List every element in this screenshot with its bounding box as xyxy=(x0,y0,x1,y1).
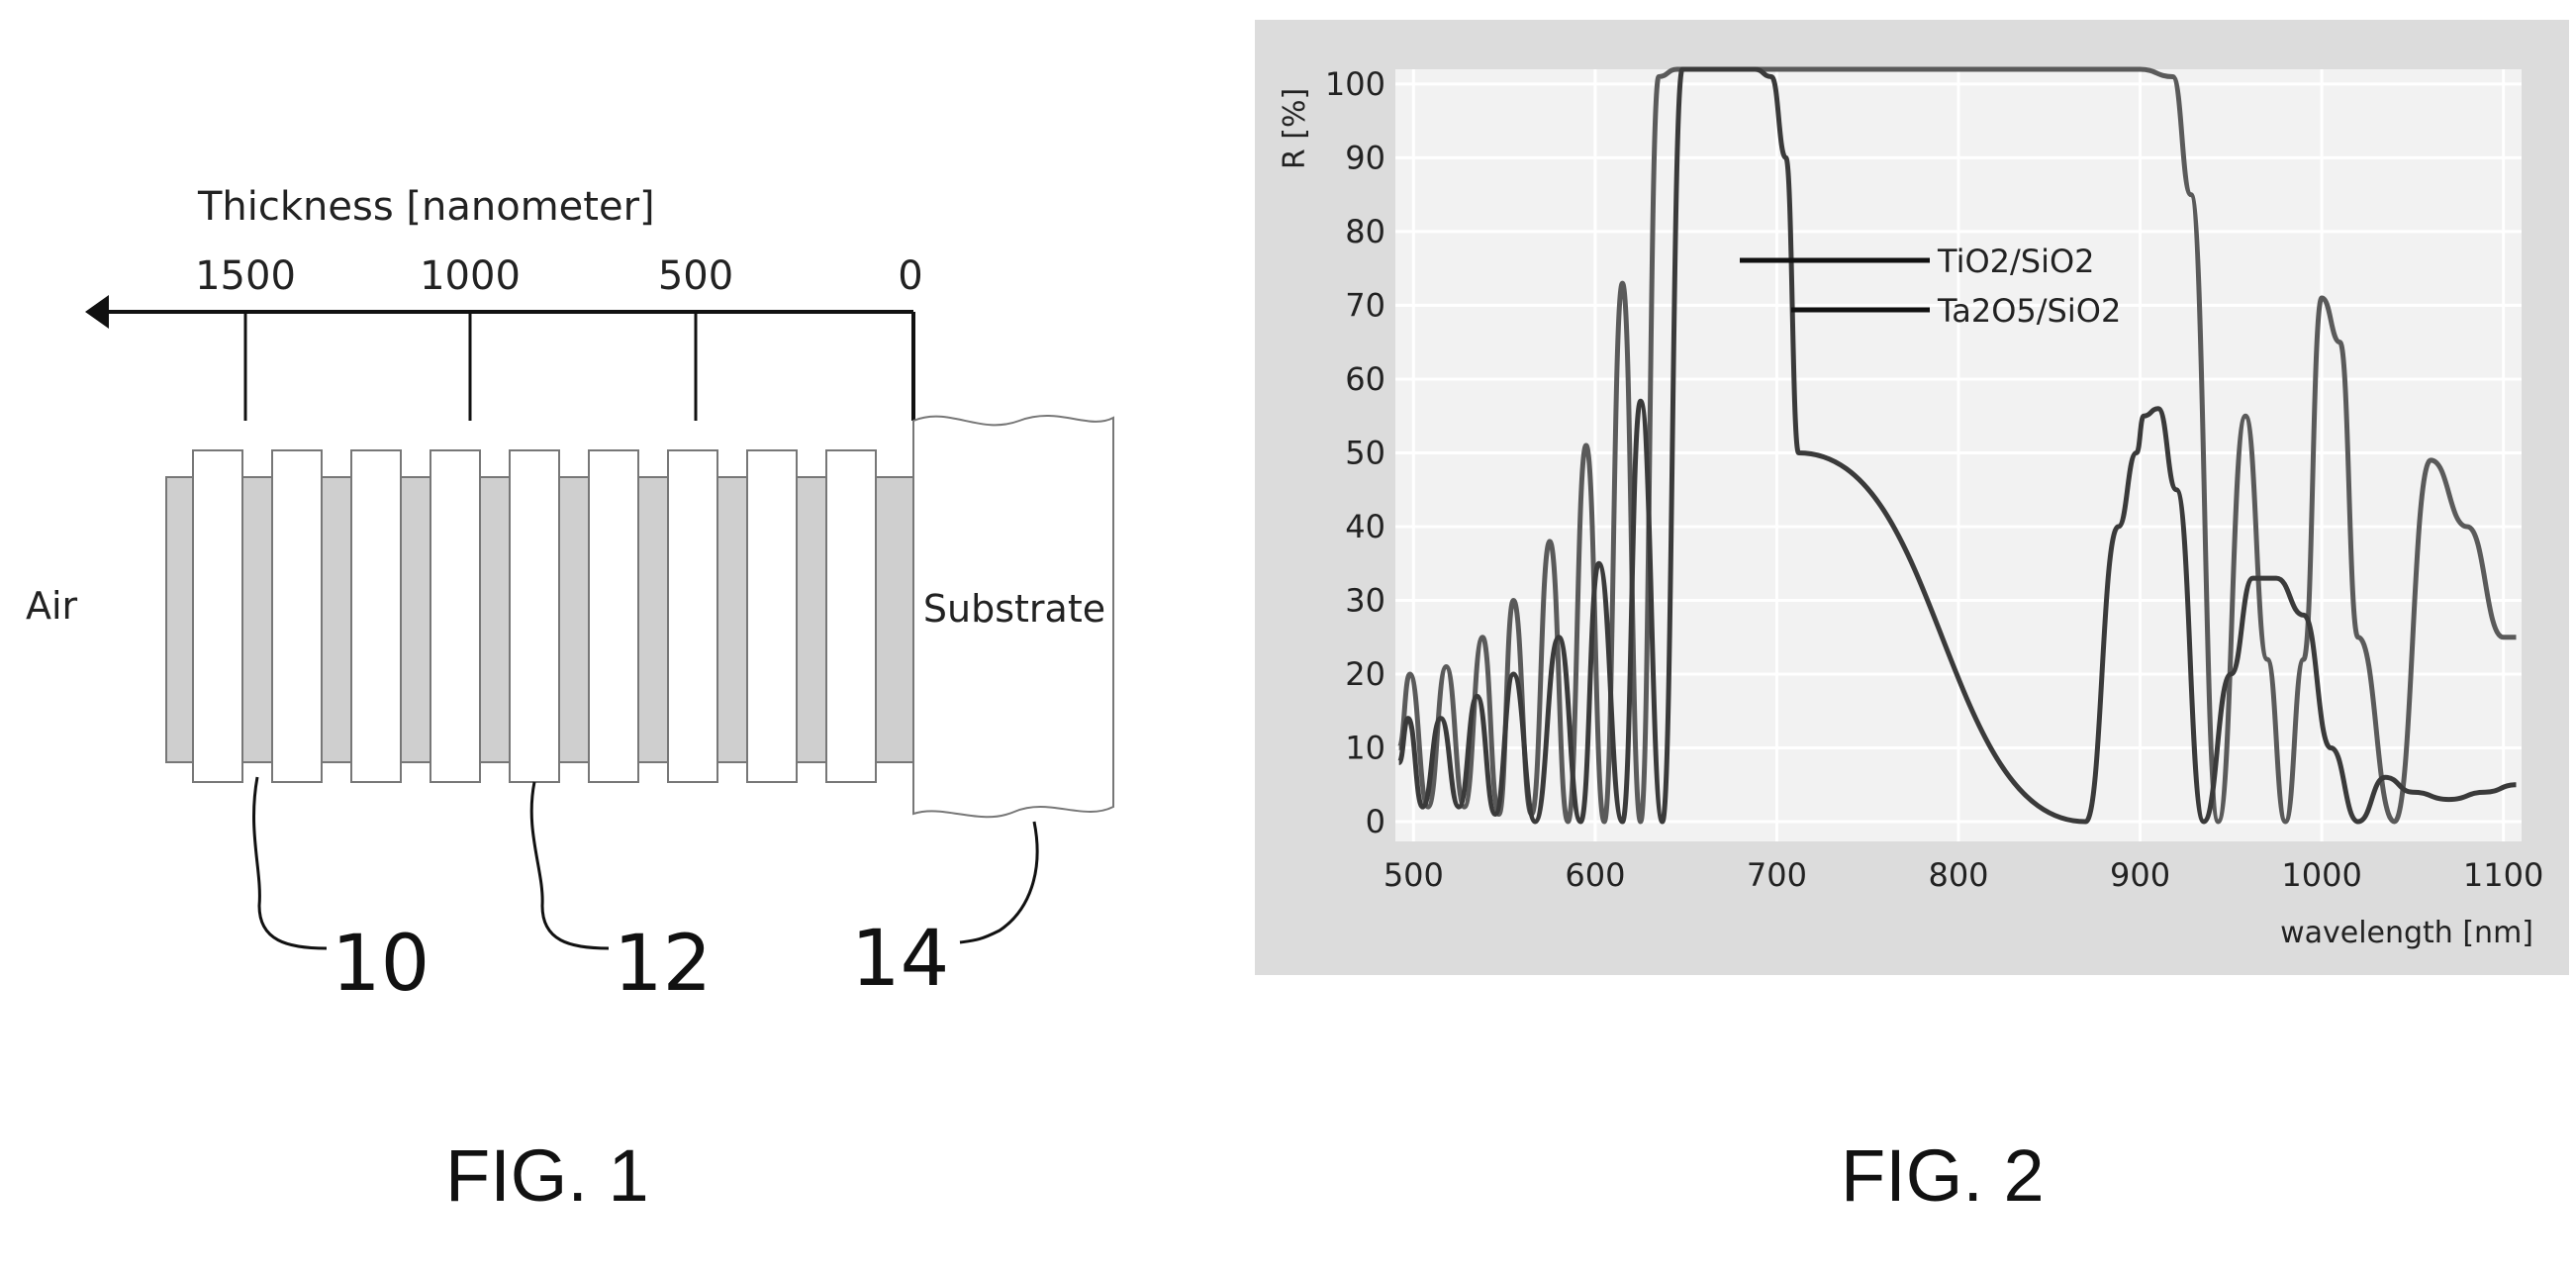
substrate-label: Substrate xyxy=(923,587,1105,631)
axis-arrow-icon xyxy=(85,295,109,329)
leader-line-14 xyxy=(959,821,1039,944)
high-index-layer xyxy=(350,449,402,783)
x-tick-label: 1000 xyxy=(2281,856,2361,894)
y-tick-label: 20 xyxy=(1345,655,1385,693)
x-tick-label: 900 xyxy=(2110,856,2170,894)
y-tick-label: 40 xyxy=(1345,508,1385,545)
fig2-caption: FIG. 2 xyxy=(1841,1134,2045,1217)
tick-label-1000: 1000 xyxy=(420,253,521,299)
y-tick-label: 70 xyxy=(1345,286,1385,324)
tick-label-1500: 1500 xyxy=(195,253,296,299)
x-axis-label: wavelength [nm] xyxy=(2280,916,2533,950)
leader-line-12 xyxy=(529,781,610,950)
x-tick-label: 800 xyxy=(1928,856,1988,894)
high-index-layer xyxy=(588,449,639,783)
figure-1: Thickness [nanometer] 1500 1000 500 0 Su… xyxy=(26,184,1114,1009)
y-tick-labels: 0 10 20 30 40 50 60 70 80 90 100 xyxy=(1325,65,1385,840)
high-index-layer xyxy=(825,449,877,783)
high-index-layer xyxy=(429,449,481,783)
tick-label-500: 500 xyxy=(658,253,733,299)
tick-label-0: 0 xyxy=(898,253,922,299)
series-lines xyxy=(1396,66,2517,825)
ref-numeral-10: 10 xyxy=(332,920,429,1009)
layer-stack xyxy=(165,449,914,783)
y-tick-label: 100 xyxy=(1325,65,1385,103)
high-index-layer xyxy=(746,449,798,783)
x-tick-label: 1100 xyxy=(2463,856,2543,894)
high-index-layer xyxy=(667,449,718,783)
y-tick-label: 50 xyxy=(1345,434,1385,471)
y-tick-label: 30 xyxy=(1345,581,1385,619)
y-tick-label: 90 xyxy=(1345,139,1385,176)
substrate-block xyxy=(912,415,1114,819)
y-tick-label: 0 xyxy=(1366,803,1385,840)
leader-line-10 xyxy=(252,776,328,950)
annotation-ta2o5: Ta2O5/SiO2 xyxy=(1937,292,2121,330)
x-tick-label: 500 xyxy=(1383,856,1444,894)
ref-numeral-12: 12 xyxy=(614,920,712,1009)
x-tick-label: 600 xyxy=(1565,856,1625,894)
series-line-ta2o5-sio2 xyxy=(1396,66,2517,825)
x-tick-label: 700 xyxy=(1747,856,1807,894)
air-label: Air xyxy=(26,584,78,628)
y-tick-label: 10 xyxy=(1345,729,1385,766)
thickness-axis-title: Thickness [nanometer] xyxy=(197,184,655,230)
y-tick-label: 60 xyxy=(1345,360,1385,398)
fig1-caption: FIG. 1 xyxy=(445,1134,649,1217)
ref-numeral-14: 14 xyxy=(851,915,949,1004)
annotation-tio2: TiO2/SiO2 xyxy=(1937,243,2095,280)
high-index-layer xyxy=(271,449,323,783)
thickness-axis xyxy=(85,295,915,421)
x-tick-labels: 500 600 700 800 900 1000 1100 xyxy=(1383,856,2544,894)
y-axis-label: R [%] xyxy=(1278,88,1312,169)
y-tick-label: 80 xyxy=(1345,213,1385,250)
high-index-layer xyxy=(192,449,243,783)
grid xyxy=(1395,69,2522,841)
